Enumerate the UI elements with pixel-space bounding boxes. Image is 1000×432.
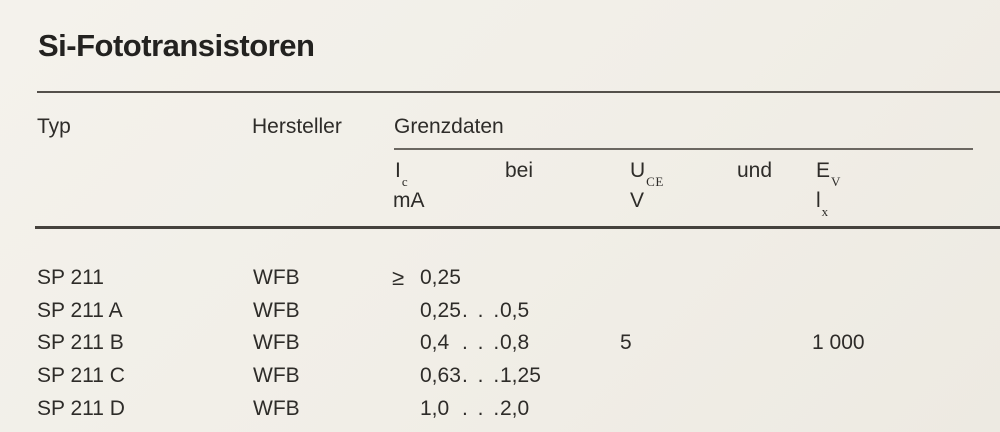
subheader-uce: UCE [630, 159, 663, 188]
typ-cell: SP 211 C [37, 364, 125, 387]
uce-symbol: U [630, 159, 646, 182]
ic-from: 0,25 [420, 299, 461, 322]
ic-to: 2,0 [500, 397, 530, 420]
typ-cell: SP 211 D [37, 397, 125, 420]
ic-dots: . . . [462, 364, 502, 387]
hersteller-cell: WFB [253, 397, 300, 420]
uce-subscript: CE [646, 174, 664, 190]
title-rule [37, 91, 1000, 93]
table-row: SP 211 A WFB 0,25 . . . 0,5 [0, 299, 1000, 332]
hersteller-cell: WFB [253, 364, 300, 387]
hersteller-cell: WFB [253, 266, 300, 289]
ic-dots: . . . [462, 397, 502, 420]
ic-to: 0,8 [500, 331, 530, 354]
subheader-ic: Ic [395, 159, 408, 188]
page-title: Si-Fototransistoren [38, 28, 315, 63]
ev-subscript: V [831, 174, 841, 190]
ic-symbol: I [395, 159, 401, 182]
ic-dots: . . . [462, 299, 502, 322]
ic-from: 0,4 [420, 331, 450, 354]
subheader-bei: bei [505, 159, 534, 182]
unit-ma: mA [393, 189, 425, 212]
ic-to: 0,5 [500, 299, 530, 322]
hersteller-cell: WFB [253, 331, 300, 354]
lx-symbol: l [816, 189, 821, 212]
column-header-typ: Typ [37, 115, 71, 138]
table-row: SP 211 B WFB 0,4 . . . 0,8 5 1 000 [0, 331, 1000, 364]
typ-cell: SP 211 [37, 266, 104, 289]
unit-v: V [630, 189, 645, 212]
grenzdaten-underline [394, 148, 973, 150]
column-header-hersteller: Hersteller [252, 115, 342, 138]
table-row: SP 211 D WFB 1,0 . . . 2,0 [0, 397, 1000, 430]
ic-dots: . . . [462, 331, 502, 354]
ev-cell: 1 000 [812, 331, 865, 354]
unit-lx: lx [816, 189, 828, 218]
typ-cell: SP 211 B [37, 331, 124, 354]
ic-from: 0,25 [420, 266, 461, 289]
header-rule [35, 226, 1000, 229]
table-row: SP 211 WFB ≥ 0,25 [0, 266, 1000, 299]
uce-cell: 5 [620, 331, 632, 354]
ic-from: 0,63 [420, 364, 461, 387]
typ-cell: SP 211 A [37, 299, 123, 322]
subheader-und: und [737, 159, 773, 182]
column-header-grenzdaten: Grenzdaten [394, 115, 504, 138]
ic-subscript: c [401, 174, 409, 190]
ic-prefix: ≥ [392, 265, 405, 290]
hersteller-cell: WFB [253, 299, 300, 322]
lx-subscript: x [821, 204, 829, 220]
table-row: SP 211 C WFB 0,63 . . . 1,25 [0, 364, 1000, 397]
subheader-ev: EV [816, 159, 840, 188]
ic-to: 1,25 [500, 364, 541, 387]
ev-symbol: E [816, 159, 831, 182]
ic-from: 1,0 [420, 397, 450, 420]
